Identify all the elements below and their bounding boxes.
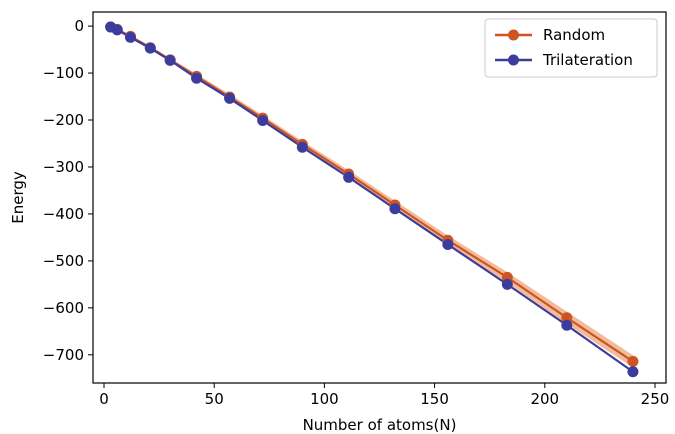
- y-tick-label: 0: [74, 17, 84, 35]
- data-point-trilateration: [442, 238, 454, 250]
- data-point-trilateration: [343, 171, 355, 183]
- series-line-trilateration: [110, 26, 634, 373]
- data-point-trilateration: [627, 366, 639, 378]
- y-tick-label: −500: [43, 252, 84, 270]
- x-tick-label: 150: [420, 390, 449, 408]
- data-point-random: [627, 355, 639, 367]
- legend-box: [484, 18, 658, 78]
- x-axis-ticks: 0 50 100 150 200 250: [99, 383, 669, 408]
- data-point-trilateration: [257, 114, 269, 126]
- y-tick-label: −400: [43, 205, 84, 223]
- y-tick-label: −600: [43, 299, 84, 317]
- data-point-random: [561, 312, 573, 324]
- y-tick-label: −700: [43, 346, 84, 364]
- x-tick-label: 50: [205, 390, 224, 408]
- legend: Random Trilateration: [484, 18, 658, 78]
- legend-marker-random: [508, 29, 519, 41]
- y-axis-label: Energy: [9, 171, 27, 224]
- legend-label-trilateration: Trilateration: [542, 51, 633, 69]
- series-lines: [110, 25, 634, 373]
- data-point-trilateration: [191, 72, 203, 84]
- x-axis-label: Number of atoms(N): [303, 416, 457, 434]
- data-point-trilateration: [111, 24, 123, 36]
- data-point-trilateration: [164, 54, 176, 66]
- data-point-trilateration: [389, 203, 401, 215]
- series-markers: [105, 21, 639, 378]
- x-tick-label: 200: [530, 390, 559, 408]
- data-point-trilateration: [296, 141, 308, 153]
- plot-frame: [92, 11, 667, 384]
- data-point-trilateration: [224, 92, 236, 104]
- legend-marker-trilateration: [508, 54, 519, 66]
- x-tick-label: 0: [99, 390, 109, 408]
- y-tick-label: −200: [43, 111, 84, 129]
- x-tick-label: 250: [641, 390, 670, 408]
- data-point-trilateration: [561, 319, 573, 331]
- y-tick-label: −100: [43, 64, 84, 82]
- data-point-trilateration: [124, 31, 136, 43]
- x-tick-label: 100: [310, 390, 339, 408]
- data-point-trilateration: [144, 42, 156, 54]
- y-tick-label: −300: [43, 158, 84, 176]
- legend-label-random: Random: [543, 26, 605, 44]
- data-point-trilateration: [501, 278, 513, 290]
- y-axis-ticks: 0 −100 −200 −300 −400 −500 −600 −700: [43, 17, 93, 364]
